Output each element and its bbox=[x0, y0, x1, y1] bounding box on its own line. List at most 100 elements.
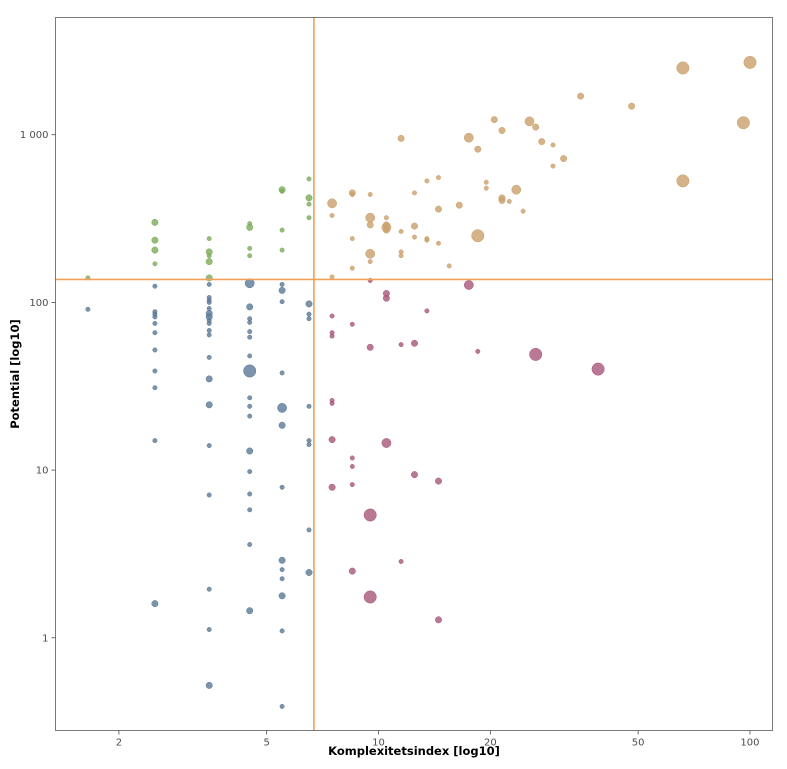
data-point-green bbox=[306, 176, 312, 182]
x-axis-ticks: 2 5 10 20 50 100 bbox=[116, 730, 760, 749]
data-point-blue bbox=[305, 569, 313, 576]
data-point-blue bbox=[206, 354, 212, 360]
data-point-gold bbox=[463, 132, 474, 143]
plot-panel-border bbox=[55, 17, 773, 731]
data-point-gold bbox=[524, 116, 535, 127]
data-point-gold bbox=[736, 116, 750, 130]
data-point-gold bbox=[365, 248, 376, 259]
data-point-red bbox=[349, 455, 355, 461]
data-point-blue bbox=[279, 703, 285, 709]
data-point-blue bbox=[205, 681, 213, 689]
data-point-gold bbox=[367, 192, 373, 197]
data-point-blue bbox=[247, 403, 253, 409]
data-point-blue bbox=[243, 364, 257, 378]
data-point-blue bbox=[152, 330, 158, 336]
data-point-gold bbox=[411, 222, 418, 230]
data-point-red bbox=[349, 321, 355, 327]
data-point-gold bbox=[550, 142, 556, 148]
data-point-red bbox=[435, 616, 442, 624]
data-point-green bbox=[151, 218, 159, 226]
data-point-green bbox=[151, 236, 159, 244]
data-point-green bbox=[247, 245, 253, 251]
data-point-gold bbox=[471, 229, 485, 243]
data-point-blue bbox=[206, 492, 212, 498]
data-point-gold bbox=[498, 197, 506, 204]
data-point-blue bbox=[246, 303, 254, 311]
data-point-blue bbox=[205, 375, 213, 383]
data-point-blue bbox=[306, 403, 312, 409]
data-point-red bbox=[424, 308, 430, 314]
data-point-green bbox=[279, 247, 285, 253]
data-point-gold bbox=[498, 127, 506, 134]
data-point-gold bbox=[349, 236, 355, 242]
data-point-blue bbox=[247, 353, 253, 359]
data-point-blue bbox=[247, 413, 253, 419]
data-point-blue bbox=[278, 592, 286, 600]
data-point-red bbox=[348, 567, 356, 575]
data-point-blue bbox=[247, 334, 253, 340]
data-point-blue bbox=[279, 484, 285, 490]
x-tick-label: 10 bbox=[372, 738, 385, 749]
y-tick-label: 100 bbox=[29, 298, 48, 309]
data-point-blue bbox=[247, 395, 253, 401]
reference-lines bbox=[55, 17, 773, 731]
data-point-gold bbox=[435, 205, 442, 213]
data-point-red bbox=[349, 464, 355, 469]
data-point-gold bbox=[327, 198, 337, 209]
data-point-gold bbox=[628, 102, 636, 110]
x-tick-label: 50 bbox=[632, 738, 645, 749]
data-point-red bbox=[463, 280, 474, 290]
data-point-gold bbox=[483, 179, 489, 185]
data-point-blue bbox=[246, 607, 254, 615]
data-point-blue bbox=[205, 401, 213, 409]
data-point-blue bbox=[206, 586, 212, 592]
data-point-gold bbox=[506, 198, 512, 204]
data-point-gold bbox=[676, 174, 690, 188]
data-point-blue bbox=[247, 469, 253, 475]
data-point-gold bbox=[560, 155, 568, 163]
data-point-gold bbox=[329, 213, 335, 218]
data-point-gold bbox=[412, 190, 417, 196]
data-point-gold bbox=[538, 138, 546, 146]
data-point-red bbox=[381, 438, 392, 448]
data-point-gold bbox=[676, 61, 690, 75]
data-point-blue bbox=[279, 370, 285, 376]
data-point-red bbox=[328, 436, 336, 444]
data-point-blue bbox=[206, 320, 212, 326]
y-axis-title: Potential [log10] bbox=[8, 319, 22, 429]
data-point-green bbox=[306, 201, 312, 207]
data-point-gold bbox=[329, 274, 335, 280]
data-point-green bbox=[206, 236, 212, 242]
data-point-blue bbox=[152, 283, 158, 289]
data-point-blue bbox=[279, 299, 285, 305]
data-point-gold bbox=[349, 265, 355, 271]
data-point-blue bbox=[278, 556, 286, 564]
data-point-blue bbox=[247, 491, 253, 497]
data-point-gold bbox=[474, 145, 482, 153]
data-point-blue bbox=[152, 320, 158, 326]
data-point-gold bbox=[366, 221, 374, 229]
data-point-red bbox=[329, 333, 335, 339]
data-point-blue bbox=[152, 314, 158, 320]
data-point-gold bbox=[520, 208, 526, 214]
data-point-gold bbox=[398, 228, 404, 234]
data-point-red bbox=[411, 339, 418, 347]
data-point-red bbox=[363, 590, 377, 604]
data-point-gold bbox=[365, 212, 376, 223]
data-point-green bbox=[151, 246, 159, 254]
data-point-gold bbox=[550, 163, 556, 169]
data-point-gold bbox=[446, 263, 452, 269]
data-point-blue bbox=[306, 316, 312, 322]
data-point-gold bbox=[455, 201, 463, 209]
points-layer bbox=[85, 55, 757, 709]
y-axis-ticks: 1 10 100 1 000 bbox=[20, 130, 56, 644]
data-point-blue bbox=[206, 332, 212, 338]
data-point-gold bbox=[483, 185, 489, 191]
data-point-gold bbox=[577, 92, 585, 100]
data-point-red bbox=[363, 508, 377, 522]
data-point-blue bbox=[152, 368, 158, 374]
data-point-red bbox=[329, 313, 335, 319]
x-tick-label: 5 bbox=[264, 738, 270, 749]
data-point-blue bbox=[206, 328, 212, 333]
